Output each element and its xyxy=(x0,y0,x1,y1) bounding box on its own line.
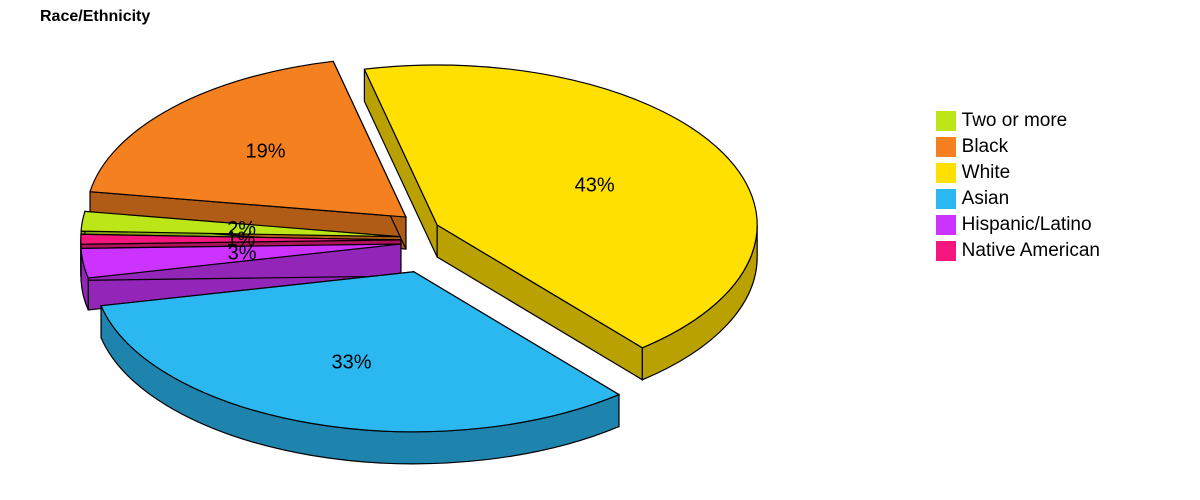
legend-swatch xyxy=(936,111,956,131)
pie-slice xyxy=(90,61,406,217)
chart-stage: Race/Ethnicity 2%19%43%33%3%1% Two or mo… xyxy=(0,0,1200,500)
legend-label: Hispanic/Latino xyxy=(962,214,1092,236)
legend-label: Black xyxy=(962,136,1008,158)
pie-slice-label: 43% xyxy=(575,175,615,197)
legend-item: White xyxy=(936,162,1100,184)
legend-item: Native American xyxy=(936,240,1100,262)
legend-item: Two or more xyxy=(936,110,1100,132)
legend-item: Hispanic/Latino xyxy=(936,214,1100,236)
legend-label: White xyxy=(962,162,1011,184)
legend-label: Asian xyxy=(962,188,1010,210)
legend-item: Asian xyxy=(936,188,1100,210)
legend-swatch xyxy=(936,241,956,261)
legend-swatch xyxy=(936,189,956,209)
legend-swatch xyxy=(936,215,956,235)
pie-slice-label: 33% xyxy=(331,352,371,374)
legend-item: Black xyxy=(936,136,1100,158)
legend: Two or more Black White Asian Hispanic/L… xyxy=(936,110,1100,266)
pie-slice-label: 19% xyxy=(245,141,285,163)
legend-swatch xyxy=(936,163,956,183)
legend-label: Native American xyxy=(962,240,1100,262)
pie-slice-label: 1% xyxy=(226,229,255,251)
legend-label: Two or more xyxy=(962,110,1068,132)
legend-swatch xyxy=(936,137,956,157)
